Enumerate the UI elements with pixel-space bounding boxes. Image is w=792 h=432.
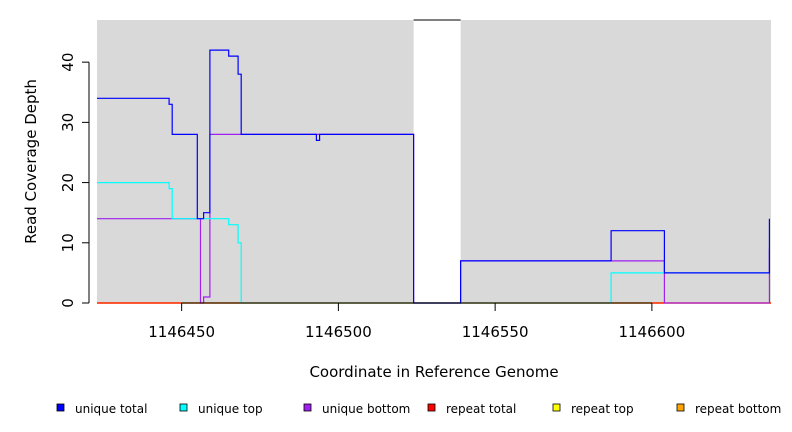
legend-label-repeat-total: repeat total [446, 402, 516, 416]
series-line-unique-total [97, 49, 771, 304]
x-tick-label: 1146450 [148, 323, 215, 341]
legend-swatch-unique-total [56, 403, 65, 412]
y-axis-title: Read Coverage Depth [22, 79, 40, 244]
x-axis-title: Coordinate in Reference Genome [309, 363, 558, 381]
x-tick-label: 1146500 [305, 323, 372, 341]
x-tick-label: 1146600 [618, 323, 685, 341]
y-tick-label: 10 [59, 233, 77, 252]
legend-swatch-repeat-top [552, 403, 561, 412]
x-tick-label: 1146550 [462, 323, 529, 341]
x-axis: 1146450 1146500 1146550 1146600 [148, 302, 685, 341]
y-tick-label: 20 [59, 173, 77, 192]
legend-swatch-repeat-total [427, 403, 436, 412]
y-axis: 0 10 20 30 40 [59, 53, 90, 308]
legend-label-unique-total: unique total [75, 402, 147, 416]
legend-label-unique-bottom: unique bottom [322, 402, 410, 416]
legend-label-unique-top: unique top [198, 402, 263, 416]
y-tick-label: 0 [59, 298, 77, 308]
legend: unique total unique top unique bottom repea… [56, 402, 781, 416]
legend-label-repeat-bottom: repeat bottom [695, 402, 781, 416]
legend-swatch-unique-bottom [303, 403, 312, 412]
legend-swatch-repeat-bottom [676, 403, 685, 412]
legend-label-repeat-top: repeat top [571, 402, 634, 416]
coverage-gap-region [413, 20, 461, 303]
legend-swatch-unique-top [179, 403, 188, 412]
y-tick-label: 30 [59, 113, 77, 132]
y-tick-label: 40 [59, 53, 77, 72]
